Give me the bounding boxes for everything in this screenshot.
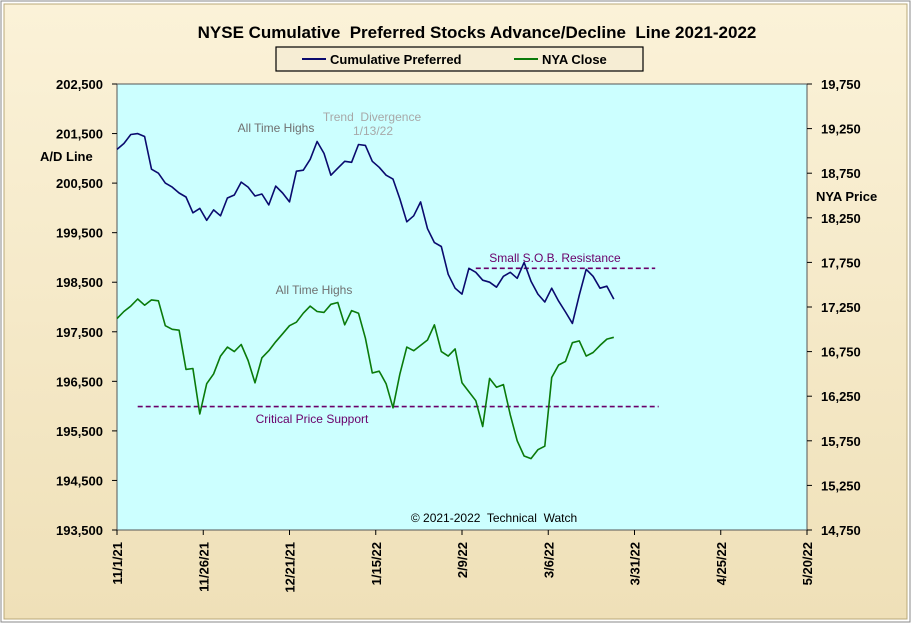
x-axis-tick-label: 2/9/22 bbox=[455, 542, 470, 578]
left-axis-tick-label: 195,500 bbox=[56, 424, 103, 439]
x-axis-tick-label: 5/20/22 bbox=[800, 542, 815, 585]
right-axis-label: NYA Price bbox=[816, 189, 877, 204]
x-axis-tick-label: 12/21/21 bbox=[283, 542, 298, 593]
left-axis: 193,500 194,500 195,500 196,500 197,500 198,5… bbox=[56, 77, 117, 538]
left-axis-tick-label: 198,500 bbox=[56, 275, 103, 290]
right-axis-tick-label: 19,750 bbox=[821, 77, 861, 92]
annotation-divergence-date: 1/13/22 bbox=[353, 124, 393, 138]
legend: Cumulative Preferred NYA Close bbox=[275, 46, 644, 72]
left-axis-tick-label: 193,500 bbox=[56, 523, 103, 538]
x-axis-tick-label: 11/1/21 bbox=[110, 542, 125, 585]
annotation-all-time-highs-bottom: All Time Highs bbox=[276, 283, 353, 297]
left-axis-tick-label: 199,500 bbox=[56, 226, 103, 241]
plot-area bbox=[116, 83, 808, 531]
right-axis-tick-label: 16,250 bbox=[821, 389, 861, 404]
left-axis-tick-label: 201,500 bbox=[56, 127, 103, 142]
annotation-all-time-highs-top: All Time Highs bbox=[238, 121, 315, 135]
left-axis-label: A/D Line bbox=[40, 149, 93, 164]
right-axis-tick-label: 18,250 bbox=[821, 211, 861, 226]
legend-label-nya-close: NYA Close bbox=[542, 52, 607, 67]
annotation-support: Critical Price Support bbox=[256, 412, 369, 426]
right-axis-tick-label: 19,250 bbox=[821, 122, 861, 137]
left-axis-tick-label: 202,500 bbox=[56, 77, 103, 92]
right-axis: 14,750 15,250 15,750 16,250 16,750 17,250 17,7… bbox=[807, 77, 861, 538]
reference-lines bbox=[137, 267, 659, 408]
chart-title: NYSE Cumulative Preferred Stocks Advance… bbox=[198, 23, 757, 42]
x-axis-tick-label: 3/6/22 bbox=[541, 542, 556, 578]
right-axis-tick-label: 17,250 bbox=[821, 300, 861, 315]
series-line-nya-close bbox=[116, 298, 615, 460]
x-axis-tick-label: 11/26/21 bbox=[196, 542, 211, 592]
right-axis-tick-label: 18,750 bbox=[821, 166, 861, 181]
legend-box bbox=[275, 46, 644, 72]
right-axis-tick-label: 16,750 bbox=[821, 345, 861, 360]
annotation-resistance: Small S.O.B. Resistance bbox=[489, 251, 621, 265]
legend-label-cumulative-preferred: Cumulative Preferred bbox=[330, 52, 462, 67]
right-axis-tick-label: 15,250 bbox=[821, 478, 861, 493]
right-axis-tick-label: 14,750 bbox=[821, 523, 861, 538]
left-axis-tick-label: 196,500 bbox=[56, 374, 103, 389]
x-axis-tick-label: 1/15/22 bbox=[369, 542, 384, 585]
series-lines bbox=[116, 132, 615, 460]
left-axis-tick-label: 194,500 bbox=[56, 473, 103, 488]
x-axis-tick-label: 3/31/22 bbox=[628, 542, 643, 585]
right-axis-tick-label: 15,750 bbox=[821, 434, 861, 449]
x-axis: 11/1/21 11/26/21 12/21/21 1/15/22 2/9/22 3/6/… bbox=[110, 530, 815, 593]
x-axis-tick-label: 4/25/22 bbox=[714, 542, 729, 585]
right-axis-tick-label: 17,750 bbox=[821, 255, 861, 270]
left-axis-tick-label: 197,500 bbox=[56, 325, 103, 340]
left-axis-tick-label: 200,500 bbox=[56, 176, 103, 191]
annotation-trend-divergence: Trend Divergence bbox=[323, 110, 422, 124]
copyright-text: © 2021-2022 Technical Watch bbox=[411, 511, 577, 525]
series-line-cumulative-preferred bbox=[116, 132, 615, 325]
